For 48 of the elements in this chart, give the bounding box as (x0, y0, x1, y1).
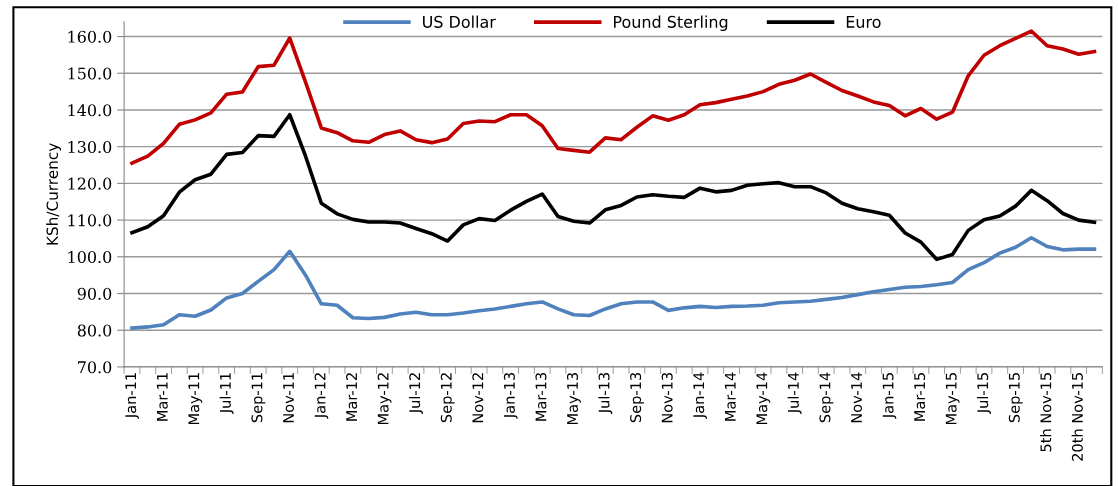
y-tick-label: 160.0 (68, 30, 112, 43)
y-tick-label: 120.0 (68, 177, 112, 190)
y-tick-label: 80.0 (77, 324, 112, 337)
x-tick-label: Jul-12 (408, 373, 423, 414)
x-tick-label: Mar-12 (346, 373, 358, 421)
legend-label: Euro (846, 16, 881, 28)
y-tick-label: 110.0 (68, 214, 112, 227)
x-tick-label: May-15 (945, 373, 960, 425)
x-tick-label: Sep-11 (251, 373, 266, 423)
x-tick-label: Jan-12 (314, 373, 329, 419)
y-tick-label: 70.0 (78, 361, 112, 374)
x-tick-label: May-11 (188, 373, 203, 425)
x-tick-label: Mar-13 (535, 372, 547, 421)
y-tick-label: 90.0 (77, 287, 112, 300)
x-tick-label: Sep-15 (1008, 373, 1023, 423)
x-tick-label: Sep-14 (819, 372, 834, 423)
x-tick-label: Sep-13 (630, 372, 644, 423)
x-tick-label: Nov-13 (661, 372, 673, 423)
line-series (130, 112, 1097, 262)
legend-label: Pound Sterling (614, 15, 728, 31)
x-tick-label: Nov-11 (283, 373, 294, 423)
x-tick-label: Mar-15 (914, 373, 926, 421)
x-tick-label: Nov-12 (472, 373, 484, 423)
x-tick-label: Sep-12 (440, 373, 455, 423)
y-tick-label: 150.0 (68, 67, 112, 80)
x-tick-label: Mar-11 (156, 373, 168, 421)
x-tick-label: May-12 (377, 373, 392, 425)
x-tick-label: May-13 (566, 372, 581, 425)
line-series (130, 235, 1097, 330)
x-tick-label: Jan-14 (693, 372, 707, 419)
y-tick-label: 130.0 (68, 140, 112, 153)
x-tick-label: Mar-14 (724, 372, 736, 421)
x-tick-label: Nov-14 (851, 372, 863, 423)
x-tick-label: Jul-11 (219, 373, 234, 414)
x-tick-label: Jul-15 (976, 373, 991, 414)
x-tick-label: Jan-15 (882, 373, 897, 419)
x-tick-label: Jul-14 (787, 372, 802, 414)
y-tick-label: 140.0 (68, 104, 112, 117)
x-tick-label: 20th Nov-15 (1071, 373, 1083, 461)
x-tick-label: Jul-13 (598, 372, 613, 414)
x-tick-label: Jan-13 (503, 372, 518, 419)
y-tick-label: 100.0 (68, 251, 112, 264)
y-axis-title: KSh/Currency (46, 143, 62, 245)
x-tick-label: May-14 (756, 372, 771, 425)
x-tick-label: Jan-11 (125, 373, 139, 419)
line-series (130, 29, 1097, 166)
legend-label: US Dollar (423, 15, 496, 28)
x-tick-label: 5th Nov-15 (1040, 373, 1052, 452)
